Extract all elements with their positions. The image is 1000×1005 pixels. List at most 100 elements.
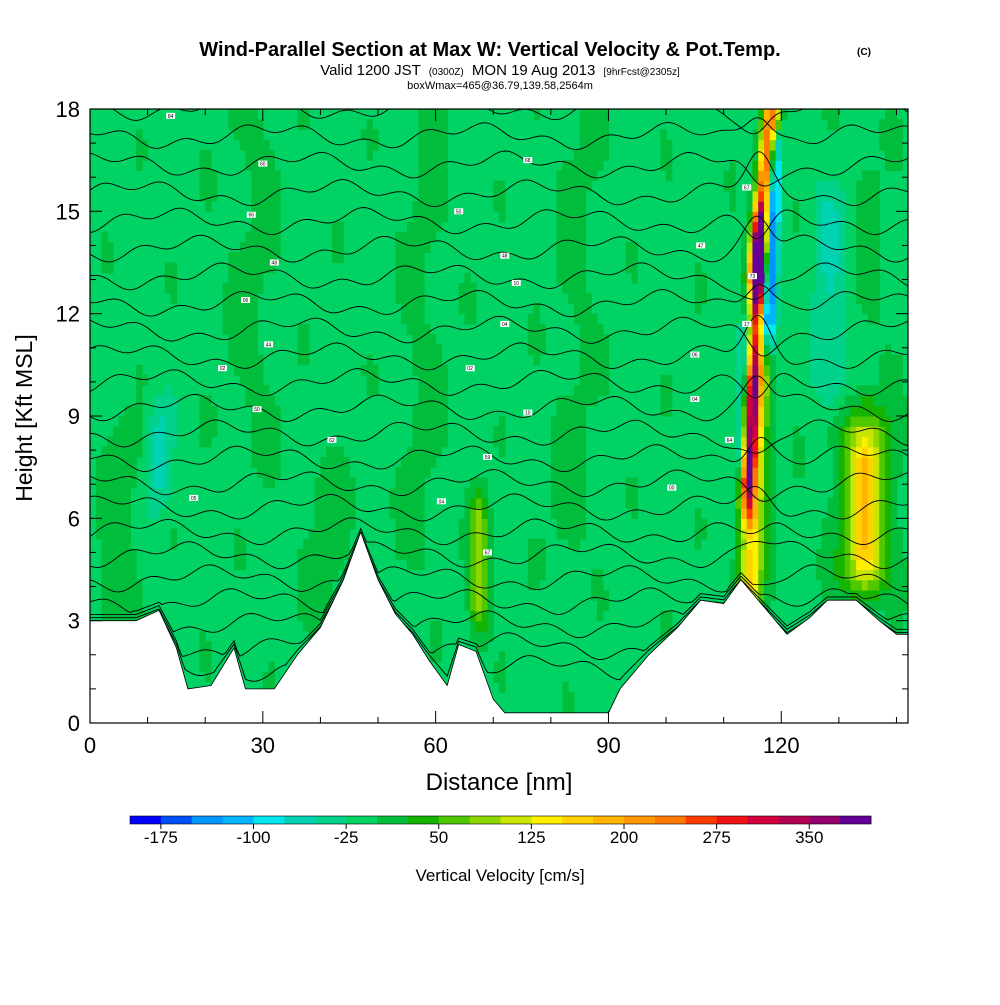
velocity-cell xyxy=(850,446,857,458)
velocity-cell xyxy=(262,211,270,223)
velocity-cell xyxy=(746,323,754,335)
velocity-cell xyxy=(320,569,327,581)
velocity-cell xyxy=(833,282,840,294)
velocity-cell xyxy=(873,559,880,571)
velocity-cell xyxy=(666,620,673,632)
velocity-cell xyxy=(136,375,143,386)
velocity-cell xyxy=(147,416,154,427)
velocity-cell xyxy=(412,518,419,530)
velocity-cell xyxy=(896,119,903,131)
velocity-cell xyxy=(591,323,598,335)
velocity-cell xyxy=(585,364,592,376)
velocity-cell xyxy=(775,201,782,212)
velocity-cell xyxy=(861,201,869,212)
velocity-cell xyxy=(337,221,345,233)
velocity-cell xyxy=(435,139,442,151)
velocity-cell xyxy=(769,477,777,489)
velocity-cell xyxy=(136,364,143,376)
velocity-cell xyxy=(136,160,143,171)
velocity-cell xyxy=(873,180,880,192)
velocity-cell xyxy=(758,272,765,284)
velocity-cell xyxy=(884,436,892,448)
velocity-cell xyxy=(412,334,419,345)
velocity-cell xyxy=(326,549,333,560)
velocity-cell xyxy=(752,252,759,264)
velocity-cell xyxy=(850,426,857,438)
velocity-cell xyxy=(245,129,252,141)
velocity-cell xyxy=(107,610,114,622)
velocity-cell xyxy=(412,221,419,233)
velocity-cell xyxy=(896,559,903,571)
velocity-cell xyxy=(562,702,569,714)
velocity-cell xyxy=(867,405,875,417)
velocity-cell xyxy=(435,211,442,223)
velocity-cell xyxy=(625,262,633,274)
velocity-cell xyxy=(591,375,598,386)
velocity-cell xyxy=(124,549,131,560)
velocity-cell xyxy=(752,385,759,397)
velocity-cell xyxy=(850,456,857,468)
velocity-cell xyxy=(424,446,431,458)
velocity-cell xyxy=(95,518,103,530)
velocity-cell xyxy=(838,190,846,202)
colorbar-tick-label: -100 xyxy=(236,828,270,847)
velocity-cell xyxy=(539,559,546,571)
velocity-cell xyxy=(314,528,322,540)
velocity-cell xyxy=(499,661,506,673)
velocity-cell xyxy=(412,528,419,540)
velocity-cell xyxy=(890,600,898,612)
velocity-cell xyxy=(810,375,817,386)
velocity-cell xyxy=(257,129,264,141)
velocity-cell xyxy=(873,282,880,294)
velocity-cell xyxy=(873,221,880,233)
velocity-cell xyxy=(136,405,143,417)
velocity-cell xyxy=(429,170,437,182)
velocity-cell xyxy=(401,293,408,305)
isentrope-label: 62 xyxy=(327,436,337,444)
velocity-cell xyxy=(268,211,275,223)
velocity-cell xyxy=(320,579,327,591)
velocity-cell xyxy=(210,405,218,417)
velocity-cell xyxy=(424,170,431,182)
velocity-cell xyxy=(268,252,275,264)
velocity-cell xyxy=(740,334,748,345)
velocity-cell xyxy=(798,436,805,448)
velocity-cell xyxy=(867,508,875,519)
velocity-cell xyxy=(890,579,898,591)
velocity-cell xyxy=(579,221,587,233)
velocity-cell xyxy=(199,651,206,663)
velocity-cell xyxy=(314,600,322,612)
velocity-cell xyxy=(746,426,754,438)
velocity-cell xyxy=(556,242,563,253)
velocity-cell xyxy=(729,559,736,571)
velocity-cell xyxy=(366,149,373,161)
velocity-cell xyxy=(890,139,898,151)
colorbar-swatch xyxy=(407,816,440,824)
isentrope-label: 68 xyxy=(523,157,533,164)
velocity-cell xyxy=(746,559,754,571)
velocity-cell xyxy=(861,600,869,612)
velocity-cell xyxy=(389,508,396,519)
velocity-cell xyxy=(873,262,880,274)
velocity-cell xyxy=(763,149,771,161)
velocity-cell xyxy=(890,395,898,407)
velocity-cell xyxy=(631,487,638,499)
velocity-cell xyxy=(406,497,414,509)
velocity-cell xyxy=(752,508,759,519)
velocity-cell xyxy=(798,446,805,458)
velocity-cell xyxy=(308,569,316,581)
velocity-cell xyxy=(199,405,206,417)
velocity-cell xyxy=(320,600,327,612)
velocity-cell xyxy=(792,201,800,212)
velocity-cell xyxy=(164,395,172,407)
velocity-cell xyxy=(896,364,903,376)
velocity-cell xyxy=(234,528,241,540)
velocity-cell xyxy=(631,252,638,264)
velocity-cell xyxy=(429,641,437,652)
velocity-cell xyxy=(429,139,437,151)
velocity-cell xyxy=(228,252,235,264)
velocity-cell xyxy=(441,364,448,376)
velocity-cell xyxy=(602,109,610,120)
velocity-cell xyxy=(850,477,857,489)
svg-text:04: 04 xyxy=(692,397,698,403)
